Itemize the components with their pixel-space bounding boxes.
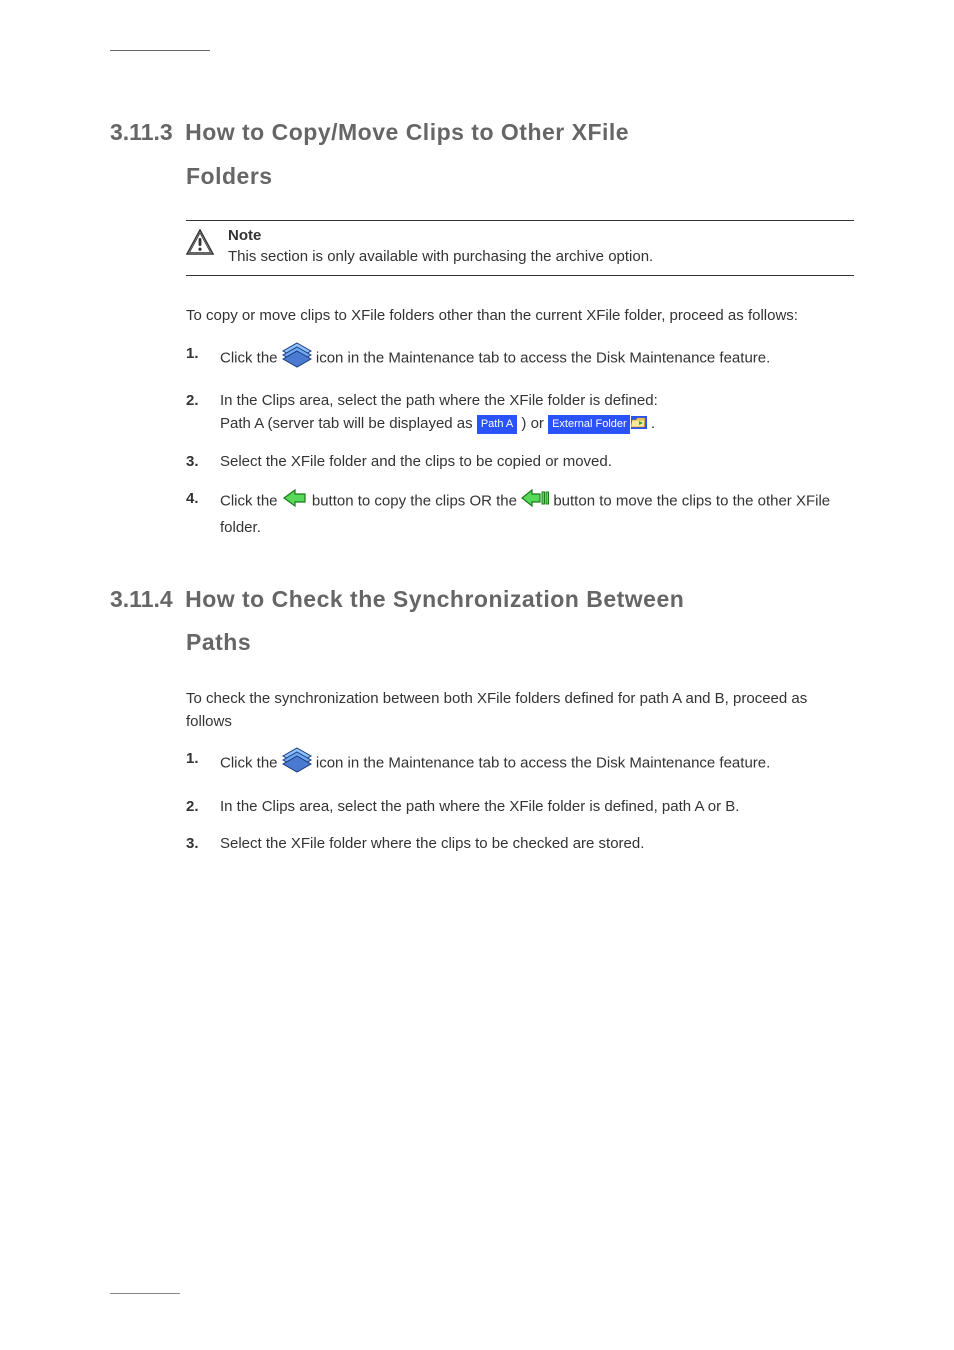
step-number: 4. [186, 487, 220, 540]
step2-text-b-before: Path A (server tab will be displayed as [220, 415, 477, 432]
footer-rule [110, 1293, 180, 1294]
step2-text-b-mid: ) or [521, 415, 548, 432]
step1-text-before: Click the [220, 349, 282, 366]
step2-text-a: In the Clips area, select the path where… [220, 392, 658, 409]
section1-intro: To copy or move clips to XFile folders o… [186, 304, 854, 327]
external-folder-badge: External Folder [548, 415, 630, 434]
step2-text-b-after: . [651, 415, 655, 432]
note-content: Note This section is only available with… [228, 227, 653, 265]
section2-body: To check the synchronization between bot… [186, 687, 854, 855]
step-number: 3. [186, 450, 220, 473]
disk-maintenance-icon [282, 747, 312, 780]
step-number: 1. [186, 747, 220, 780]
s1-step2: 2. In the Clips area, select the path wh… [186, 389, 854, 412]
move-arrow-icon [521, 487, 549, 516]
heading-title-l1: How to Check the Synchronization Between [185, 586, 684, 612]
step-number: 1. [186, 342, 220, 375]
note-text: This section is only available with purc… [228, 248, 653, 265]
s1-step1: 1. Click the icon in the Maintenance tab… [186, 342, 854, 375]
step-number: 2. [186, 389, 220, 412]
step4-text-before: Click the [220, 493, 282, 510]
heading-3-11-4: 3.11.4 How to Check the Synchronization … [110, 578, 854, 665]
s2-step1: 1. Click the icon in the Maintenance tab… [186, 747, 854, 780]
heading-number: 3.11.3 [110, 119, 173, 145]
heading-title-l2: Folders [186, 155, 854, 199]
external-folder-icon [631, 413, 647, 436]
s1-step2-line2: Path A (server tab will be displayed as … [220, 412, 854, 436]
top-rule [110, 50, 210, 51]
step-text: In the Clips area, select the path where… [220, 389, 854, 412]
step-number: 3. [186, 832, 220, 855]
copy-arrow-icon [282, 487, 308, 516]
step-text: Click the button to copy the clips OR th… [220, 487, 854, 540]
warning-icon [186, 229, 214, 259]
step4-text-mid: button to copy the clips OR the [312, 493, 521, 510]
s2-step1-text-after: icon in the Maintenance tab to access th… [316, 755, 770, 772]
section2-intro: To check the synchronization between bot… [186, 687, 854, 734]
s2-step2: 2. In the Clips area, select the path wh… [186, 795, 854, 818]
note-box: Note This section is only available with… [186, 220, 854, 276]
step-text: In the Clips area, select the path where… [220, 795, 854, 818]
path-a-badge: Path A [477, 415, 517, 434]
step-text: Select the XFile folder and the clips to… [220, 450, 854, 473]
heading-number: 3.11.4 [110, 586, 173, 612]
s1-step4: 4. Click the button to copy the clips OR… [186, 487, 854, 540]
s1-step3: 3. Select the XFile folder and the clips… [186, 450, 854, 473]
disk-maintenance-icon [282, 342, 312, 375]
step-text: Click the icon in the Maintenance tab to… [220, 342, 854, 375]
step1-text-after: icon in the Maintenance tab to access th… [316, 349, 770, 366]
heading-title-l1: How to Copy/Move Clips to Other XFile [185, 119, 629, 145]
step-number: 2. [186, 795, 220, 818]
section1-body: To copy or move clips to XFile folders o… [186, 304, 854, 539]
heading-title-l2: Paths [186, 621, 854, 665]
step-text: Click the icon in the Maintenance tab to… [220, 747, 854, 780]
note-label: Note [228, 227, 653, 244]
heading-3-11-3: 3.11.3 How to Copy/Move Clips to Other X… [110, 111, 854, 198]
s2-step1-text-before: Click the [220, 755, 282, 772]
s2-step3: 3. Select the XFile folder where the cli… [186, 832, 854, 855]
step-text: Select the XFile folder where the clips … [220, 832, 854, 855]
